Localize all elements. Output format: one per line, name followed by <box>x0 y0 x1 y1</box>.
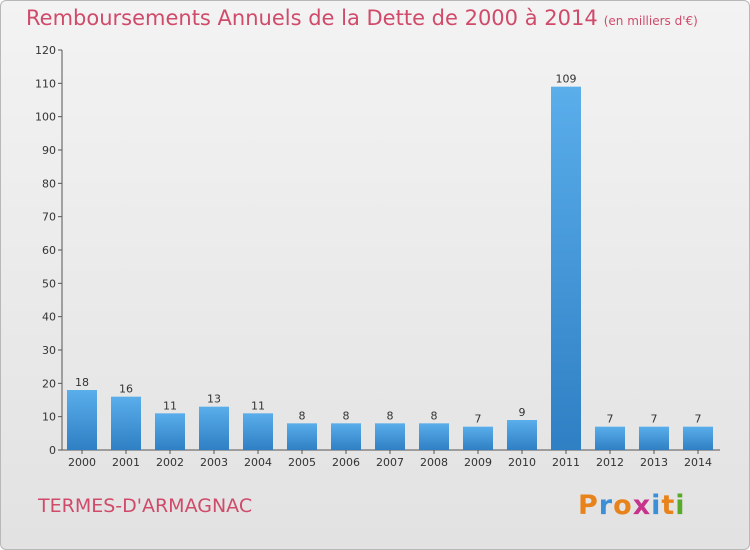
bar <box>419 423 449 450</box>
bar-value-label: 7 <box>475 413 482 426</box>
x-tick-label: 2004 <box>244 456 272 469</box>
logo-letter: i <box>675 490 686 521</box>
bar <box>463 426 493 450</box>
bar-value-label: 16 <box>119 383 133 396</box>
bar-value-label: 11 <box>251 399 265 412</box>
logo-letter: r <box>598 490 614 521</box>
x-tick-label: 2006 <box>332 456 360 469</box>
bar <box>639 426 669 450</box>
bar-value-label: 7 <box>651 413 658 426</box>
x-tick-label: 2010 <box>508 456 536 469</box>
bar-value-label: 8 <box>387 409 394 422</box>
x-tick-label: 2001 <box>112 456 140 469</box>
bar <box>683 426 713 450</box>
bar-value-label: 11 <box>163 399 177 412</box>
bar-value-label: 8 <box>431 409 438 422</box>
bar <box>111 396 141 450</box>
bar-value-label: 9 <box>519 406 526 419</box>
bar <box>507 420 537 450</box>
bar-value-label: 13 <box>207 393 221 406</box>
x-tick-label: 2014 <box>684 456 712 469</box>
y-tick-label: 120 <box>35 44 56 57</box>
y-tick-label: 10 <box>42 411 56 424</box>
x-tick-label: 2012 <box>596 456 624 469</box>
x-tick-label: 2011 <box>552 456 580 469</box>
bar <box>67 390 97 450</box>
x-tick-label: 2008 <box>420 456 448 469</box>
bar <box>375 423 405 450</box>
bar <box>595 426 625 450</box>
logo-letter: i <box>651 490 662 521</box>
y-tick-label: 90 <box>42 144 56 157</box>
commune-name: TERMES-D'ARMAGNAC <box>38 495 253 517</box>
bar <box>155 413 185 450</box>
y-tick-label: 110 <box>35 77 56 90</box>
y-tick-label: 80 <box>42 177 56 190</box>
bar <box>287 423 317 450</box>
x-tick-label: 2013 <box>640 456 668 469</box>
logo-letter: t <box>661 490 676 521</box>
bar <box>551 86 581 451</box>
y-tick-label: 100 <box>35 111 56 124</box>
logo-letter: P <box>578 490 599 521</box>
bar <box>331 423 361 450</box>
bar-value-label: 109 <box>556 73 577 86</box>
logo-letter: x <box>632 490 652 521</box>
proxiti-logo: Proxiti <box>578 490 686 521</box>
x-tick-label: 2002 <box>156 456 184 469</box>
y-tick-label: 20 <box>42 377 56 390</box>
bar-value-label: 7 <box>607 413 614 426</box>
x-tick-label: 2009 <box>464 456 492 469</box>
y-tick-label: 40 <box>42 311 56 324</box>
logo-letter: o <box>613 490 633 521</box>
y-tick-label: 30 <box>42 344 56 357</box>
y-tick-label: 0 <box>49 444 56 457</box>
y-tick-label: 60 <box>42 244 56 257</box>
x-tick-label: 2000 <box>68 456 96 469</box>
y-tick-label: 50 <box>42 277 56 290</box>
y-tick-label: 70 <box>42 211 56 224</box>
bar <box>243 413 273 450</box>
chart-title-text: Remboursements Annuels de la Dette de 20… <box>26 6 598 30</box>
x-tick-label: 2007 <box>376 456 404 469</box>
bar-value-label: 8 <box>299 409 306 422</box>
bar-value-label: 18 <box>75 376 89 389</box>
chart-unit-subtitle: (en milliers d'€) <box>603 14 698 28</box>
bar-value-label: 8 <box>343 409 350 422</box>
x-tick-label: 2005 <box>288 456 316 469</box>
bar <box>199 406 229 450</box>
x-tick-label: 2003 <box>200 456 228 469</box>
chart-title: Remboursements Annuels de la Dette de 20… <box>26 6 698 30</box>
bar-value-label: 7 <box>695 413 702 426</box>
